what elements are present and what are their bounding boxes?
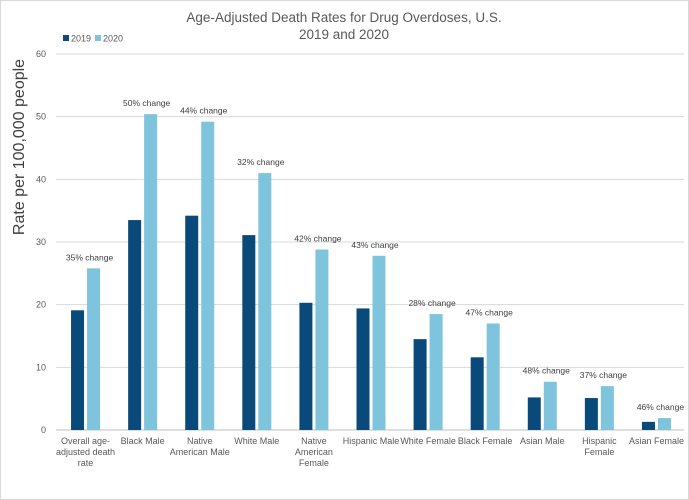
- bar-2019: [299, 302, 313, 430]
- y-tick-label: 60: [36, 49, 46, 59]
- bar-2019: [128, 220, 142, 430]
- bar-2020: [657, 418, 671, 430]
- x-category-label: White Male: [234, 436, 279, 446]
- legend-label: 2020: [103, 34, 123, 44]
- chart-title-line-1: Age-Adjusted Death Rates for Drug Overdo…: [186, 10, 501, 25]
- bar-2020: [486, 323, 500, 430]
- change-annotation: 37% change: [580, 370, 628, 380]
- y-tick-label: 40: [36, 174, 46, 184]
- change-annotation: 43% change: [351, 240, 399, 250]
- legend: 2019 2020: [63, 34, 123, 44]
- x-category-label: Native American Female: [295, 436, 333, 468]
- bar-2020: [372, 255, 386, 430]
- change-annotation: 28% change: [408, 298, 456, 308]
- bar-2019: [470, 357, 484, 430]
- change-annotation: 42% change: [294, 234, 342, 244]
- bar-2019: [71, 310, 85, 430]
- bar-2019: [527, 397, 541, 430]
- change-annotation: 44% change: [180, 106, 228, 116]
- y-tick-label: 50: [36, 112, 46, 122]
- legend-label: 2019: [71, 34, 91, 44]
- bar-2019: [356, 308, 370, 430]
- bar-2020: [315, 249, 329, 430]
- bar-2020: [429, 314, 443, 430]
- bar-2020: [201, 121, 215, 431]
- bar-2020: [543, 381, 557, 430]
- change-annotation: 50% change: [123, 98, 171, 108]
- change-annotation: 32% change: [237, 157, 285, 167]
- bar-2020: [144, 114, 158, 430]
- x-category-label: Native American Male: [170, 436, 230, 457]
- change-annotation: 46% change: [637, 402, 685, 412]
- bar-2020: [258, 173, 272, 431]
- grid-lines: [56, 53, 684, 431]
- bar-2019: [242, 235, 256, 430]
- x-category-label: Black Female: [458, 436, 513, 446]
- x-category-label: Asian Male: [520, 436, 565, 446]
- change-annotation: 48% change: [523, 366, 571, 376]
- x-category-label: Asian Female: [629, 436, 684, 446]
- legend-swatch: [95, 35, 101, 41]
- x-axis-categories: Overall age-adjusted death rate Black Male…: [56, 436, 684, 468]
- y-tick-label: 10: [36, 362, 46, 372]
- bar-2019: [641, 421, 655, 430]
- y-axis-label: Rate per 100,000 people: [11, 59, 28, 235]
- change-annotation: 47% change: [466, 307, 514, 317]
- x-category-label: Overall age-adjusted death rate: [56, 436, 115, 468]
- x-category-label: Hispanic Female: [582, 436, 617, 457]
- legend-swatch: [63, 35, 69, 41]
- x-category-label: Black Male: [121, 436, 165, 446]
- y-tick-label: 20: [36, 300, 46, 310]
- bars: [71, 114, 671, 431]
- bar-2020: [600, 386, 614, 430]
- bar-2020: [87, 268, 101, 430]
- x-category-label: Hispanic Male: [343, 436, 400, 446]
- y-axis-ticks: 0 10 20 30 40 50 60: [36, 49, 46, 435]
- x-category-label: White Female: [400, 436, 456, 446]
- bar-2019: [413, 339, 427, 430]
- change-annotations: 35% change 50% change 44% change 32% change…: [66, 98, 684, 412]
- y-tick-label: 0: [41, 425, 46, 435]
- bar-2019: [185, 215, 199, 430]
- chart-title-line-2: 2019 and 2020: [299, 27, 389, 42]
- y-tick-label: 30: [36, 237, 46, 247]
- bar-2019: [584, 398, 598, 430]
- change-annotation: 35% change: [66, 252, 114, 262]
